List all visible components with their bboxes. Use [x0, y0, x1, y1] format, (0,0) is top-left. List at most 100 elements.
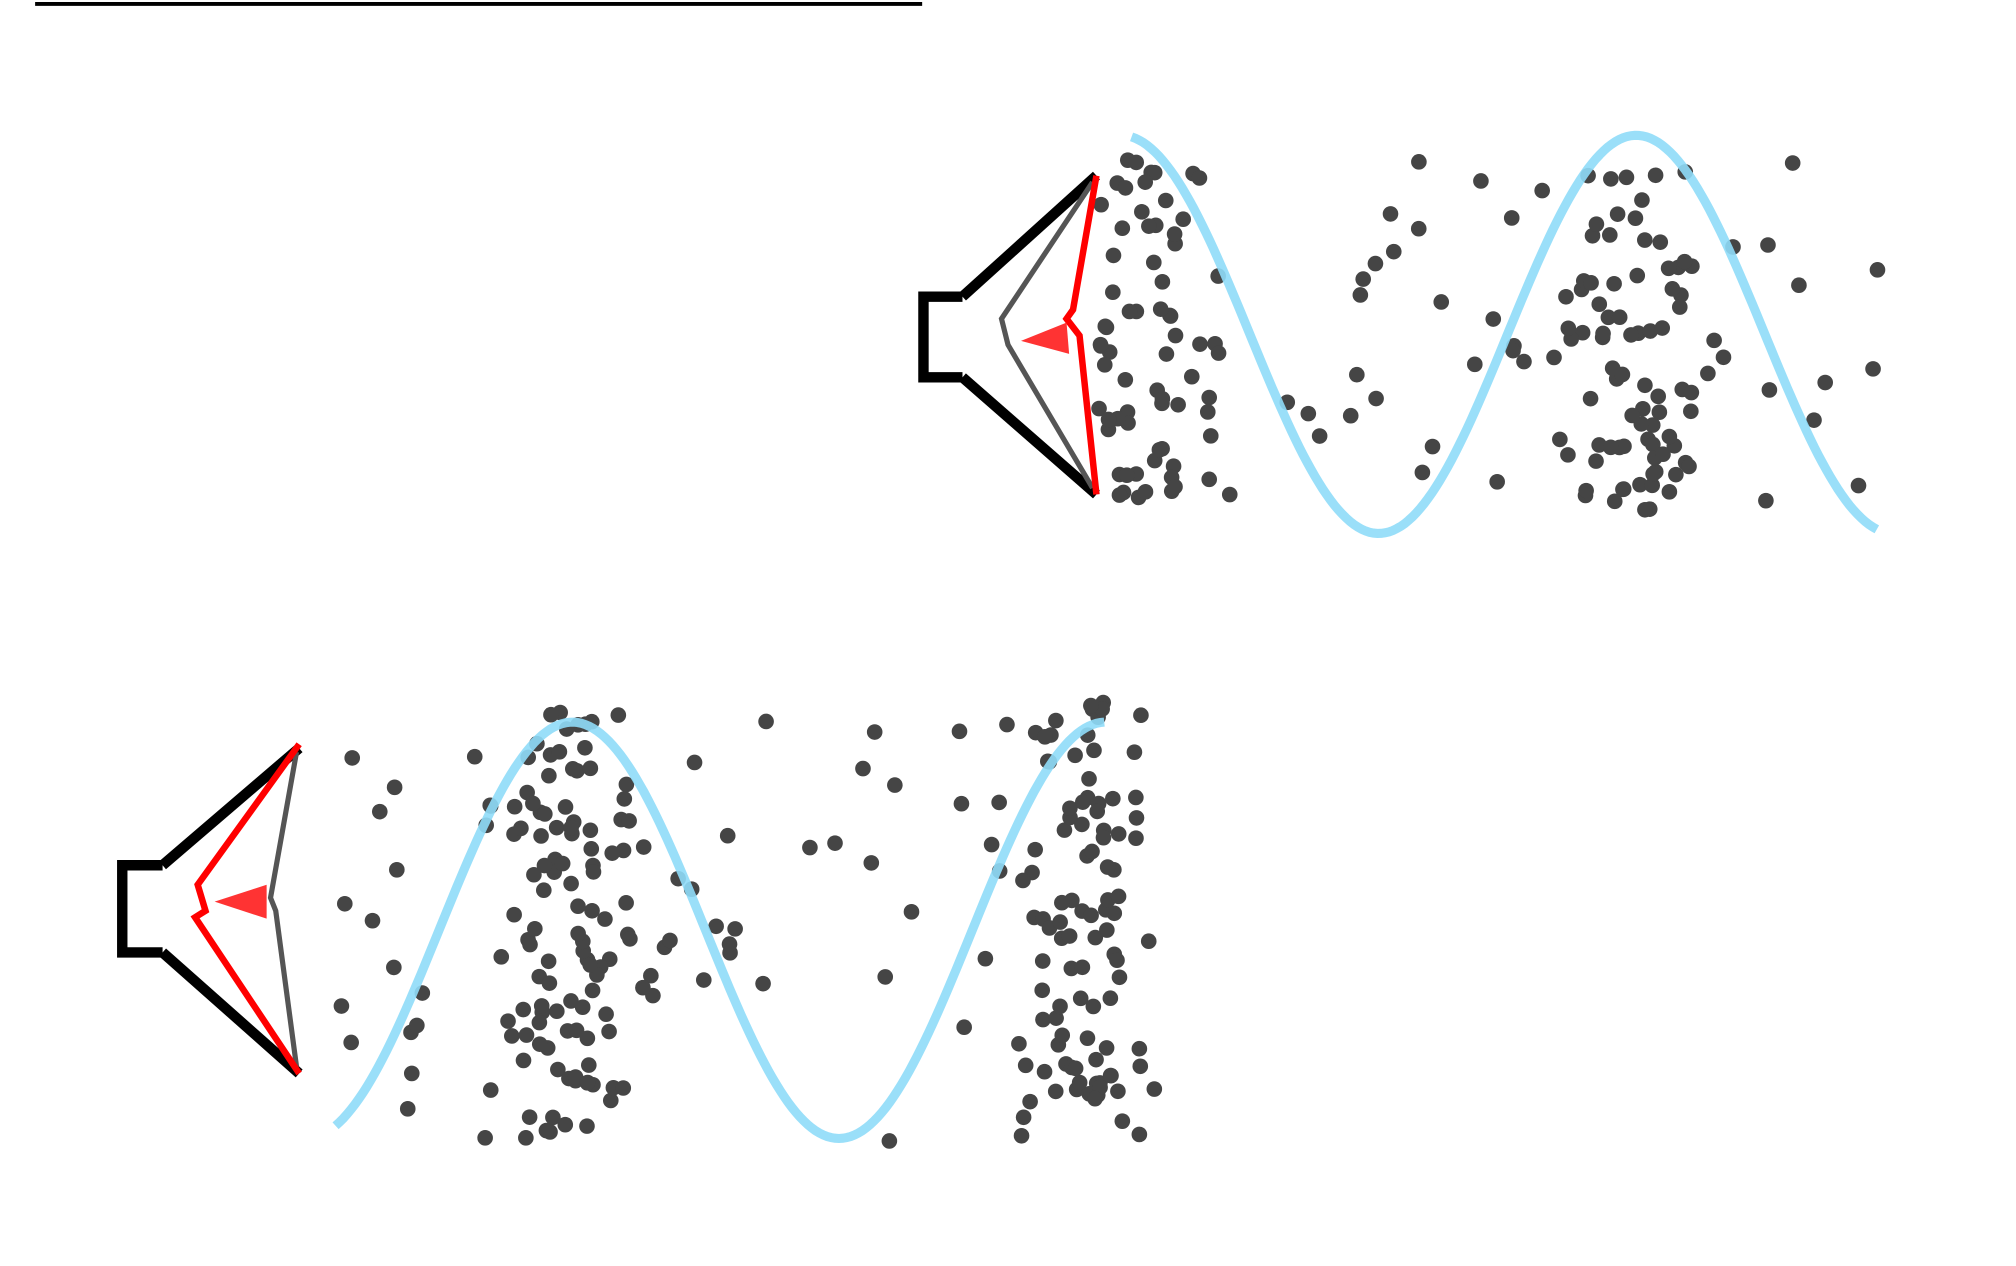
- particle: [1017, 1057, 1034, 1074]
- particle: [333, 998, 350, 1014]
- speaker-cone: [958, 171, 1100, 301]
- speaker-bottom: [117, 742, 303, 1078]
- sound-wave: [1129, 130, 1880, 539]
- particle: [1052, 998, 1068, 1015]
- particle: [1636, 232, 1653, 248]
- particle: [866, 724, 883, 740]
- particle: [1054, 1027, 1071, 1044]
- particle: [1085, 998, 1102, 1015]
- particle: [951, 723, 968, 740]
- particle: [887, 777, 903, 793]
- particle: [597, 911, 613, 927]
- particle: [686, 754, 703, 771]
- particle: [538, 1122, 555, 1139]
- particle: [1516, 353, 1532, 370]
- particle: [506, 906, 522, 923]
- particle: [1011, 1035, 1027, 1052]
- particle: [1048, 712, 1064, 729]
- particle: [518, 1027, 535, 1043]
- particle: [1595, 325, 1611, 342]
- particle: [863, 855, 880, 871]
- particle: [1410, 220, 1427, 237]
- particle: [616, 791, 633, 807]
- particle: [371, 803, 388, 820]
- particle: [1134, 204, 1150, 220]
- particle: [903, 904, 920, 920]
- particle: [1582, 390, 1599, 407]
- particle: [1791, 277, 1807, 294]
- particles: [333, 152, 1886, 1149]
- particle: [1615, 481, 1631, 498]
- particle: [522, 936, 538, 953]
- particle: [1784, 155, 1801, 171]
- particle: [1131, 1040, 1148, 1057]
- particle: [1128, 789, 1144, 806]
- particle: [1035, 1011, 1051, 1028]
- particle: [580, 1057, 597, 1073]
- particle: [1644, 477, 1661, 494]
- particle: [548, 819, 565, 836]
- particle: [518, 1130, 534, 1146]
- particle: [500, 1013, 516, 1029]
- particle: [1574, 324, 1591, 341]
- particle: [399, 1101, 416, 1117]
- particle: [1473, 173, 1489, 189]
- particle: [1623, 327, 1639, 343]
- particle: [1583, 275, 1599, 291]
- particle: [1074, 816, 1090, 833]
- particle: [545, 1109, 561, 1126]
- particle: [1591, 296, 1608, 313]
- particle: [493, 949, 510, 965]
- particle: [1105, 284, 1121, 301]
- particle: [1111, 487, 1128, 503]
- particle: [527, 920, 543, 937]
- particle: [1154, 274, 1171, 290]
- particle: [1047, 1083, 1064, 1100]
- particle: [1683, 403, 1699, 420]
- particle: [956, 1019, 972, 1036]
- particle: [1093, 196, 1109, 213]
- particle: [403, 1065, 420, 1082]
- particle: [1137, 174, 1154, 190]
- particle: [1606, 493, 1623, 510]
- particle: [1424, 438, 1441, 455]
- waves: [332, 130, 1880, 1144]
- particle: [1645, 466, 1661, 482]
- particle: [1092, 336, 1109, 353]
- particle: [855, 760, 871, 777]
- particle: [727, 921, 743, 937]
- particle: [1199, 404, 1216, 420]
- speaker-cone: [159, 948, 303, 1078]
- particle: [526, 866, 542, 883]
- particle: [1604, 360, 1621, 377]
- particle: [1603, 171, 1619, 187]
- particle: [1552, 431, 1568, 448]
- particle: [1146, 164, 1163, 181]
- particle: [535, 882, 552, 899]
- particle: [1067, 747, 1083, 764]
- particle: [1660, 260, 1677, 277]
- particle: [1022, 1093, 1038, 1110]
- particle: [1086, 742, 1102, 759]
- particle: [1644, 417, 1661, 433]
- particle: [601, 1023, 617, 1040]
- particle: [1650, 388, 1666, 405]
- particle: [1311, 428, 1328, 444]
- particle: [1661, 428, 1678, 445]
- particle: [1534, 182, 1550, 199]
- particle: [536, 857, 553, 874]
- particle: [1485, 311, 1502, 327]
- particle: [565, 761, 581, 777]
- particle: [1095, 829, 1112, 846]
- particle: [1131, 1126, 1148, 1143]
- particle: [1683, 384, 1700, 401]
- particle: [1647, 167, 1664, 184]
- particle: [1105, 247, 1122, 264]
- particle: [1110, 888, 1127, 905]
- membrane-arrow: [214, 884, 267, 919]
- particle: [1154, 390, 1171, 407]
- particle: [1074, 794, 1091, 810]
- particle: [1183, 368, 1200, 385]
- particle: [386, 779, 403, 796]
- particle: [1192, 336, 1208, 352]
